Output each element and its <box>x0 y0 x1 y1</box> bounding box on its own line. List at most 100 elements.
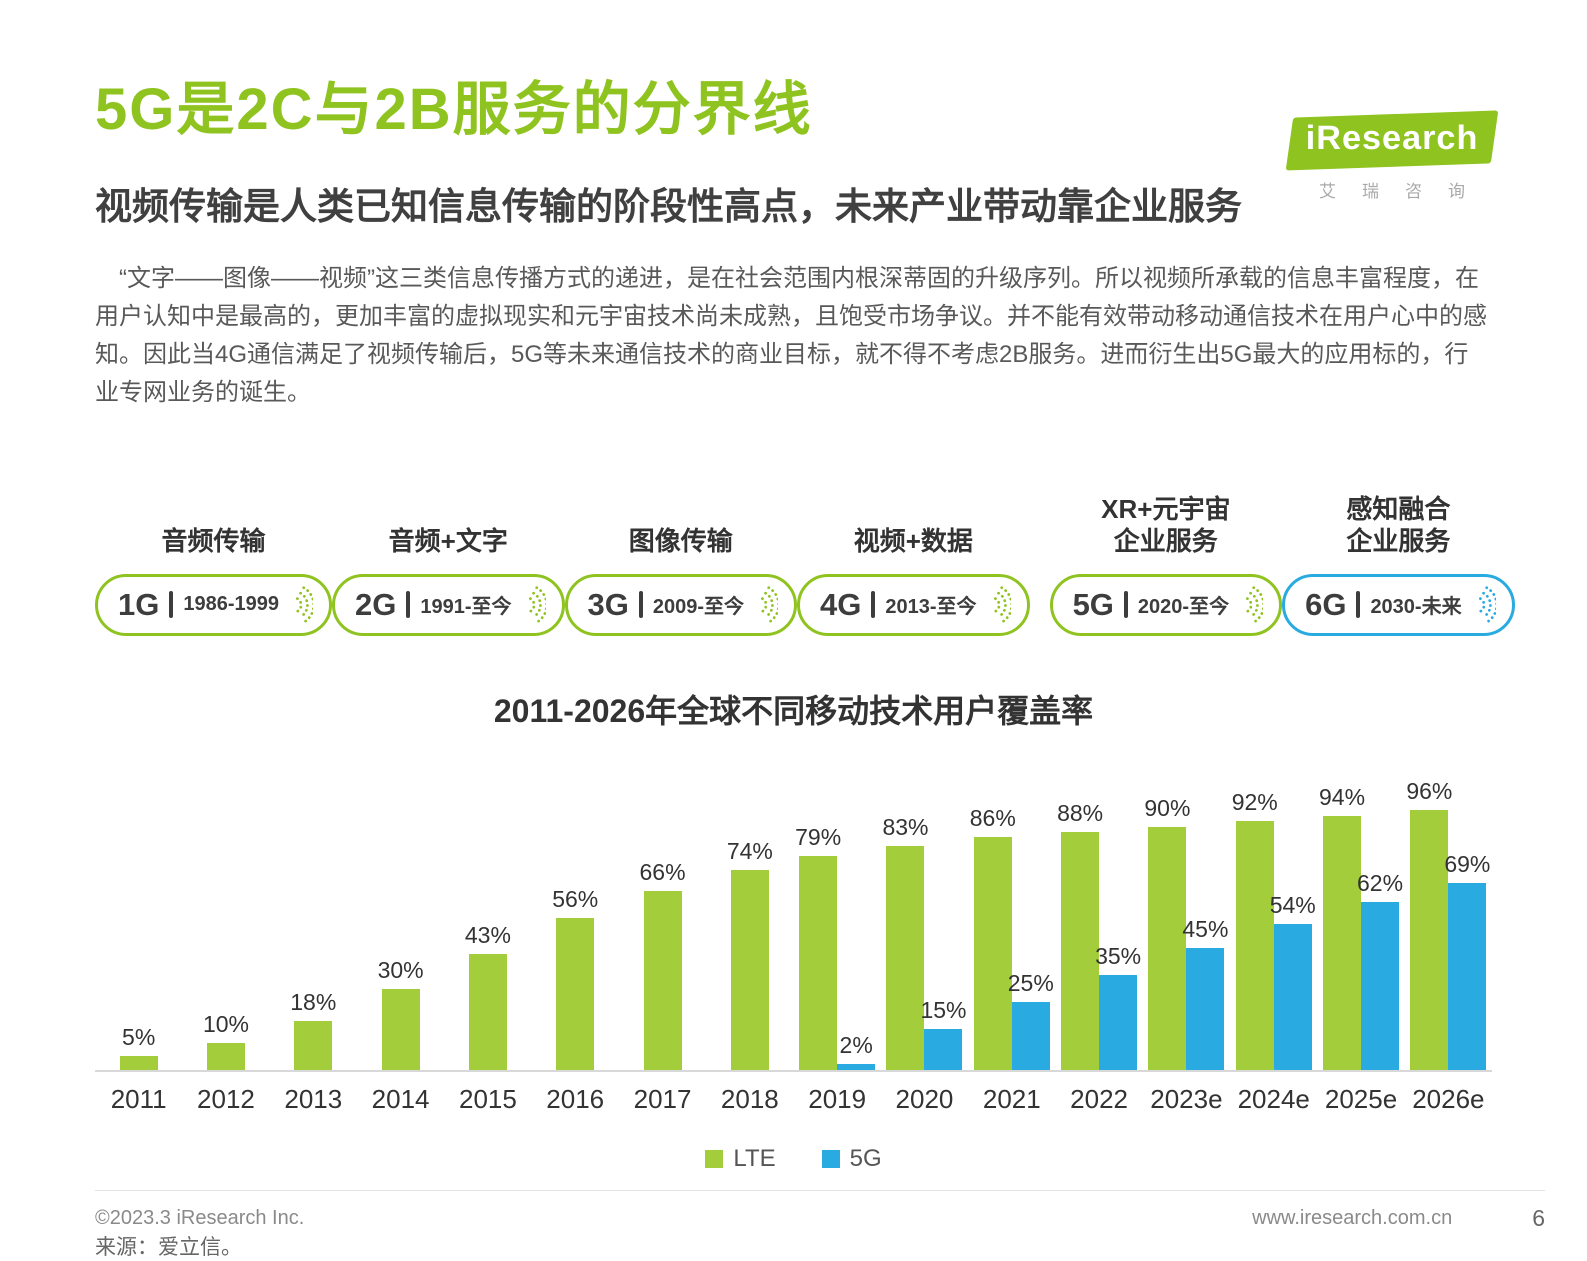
legend-label: LTE <box>733 1144 776 1172</box>
bar-5g <box>1186 948 1225 1070</box>
generation-name: 4G <box>820 586 862 622</box>
x-axis-label: 2020 <box>895 1083 954 1114</box>
bar-value-label: 5% <box>122 1024 156 1051</box>
generation-pill: 5G 2020-至今 <box>1049 573 1283 636</box>
bar-group: 66% <box>619 859 706 1070</box>
bar-lte <box>799 856 838 1070</box>
signal-waves-icon <box>761 585 779 624</box>
timeline-label: 视频+数据 <box>853 526 973 557</box>
x-axis-label: 2018 <box>720 1083 779 1114</box>
generation-pill: 2G 1991-至今 <box>332 573 565 636</box>
bar-value-label: 94% <box>1319 783 1366 810</box>
bar-column: 94% <box>1319 784 1365 1070</box>
bar-group: 86% 25% <box>968 805 1055 1070</box>
generation-period: 2020-至今 <box>1137 596 1230 619</box>
bar-column: 86% <box>970 805 1016 1070</box>
signal-waves-icon <box>1246 585 1264 624</box>
bar-lte <box>973 837 1012 1070</box>
generation-period: 2030-未来 <box>1370 596 1462 619</box>
bar-column: 25% <box>1008 970 1054 1070</box>
bar-value-label: 30% <box>377 956 424 983</box>
bar-5g <box>1099 975 1138 1070</box>
logo-chinese-text: 艾瑞咨询 <box>1319 182 1491 201</box>
website-url: www.iresearch.com.cn <box>1252 1207 1453 1229</box>
generation-name: 1G <box>118 586 160 622</box>
bar-value-label: 15% <box>920 997 967 1024</box>
timeline-item: 感知融合 企业服务 6G 2030-未来 <box>1282 493 1515 636</box>
bar-group: 94% 62% <box>1317 784 1404 1070</box>
body-paragraph: “文字——图像——视频”这三类信息传播方式的递进，是在社会范围内根深蒂固的升级序… <box>95 265 1487 406</box>
bar-value-label: 56% <box>552 886 599 913</box>
generation-pill: 4G 2013-至今 <box>797 573 1030 636</box>
coverage-bar-chart: 5% 10% 18% 30% 43% 56% 66% 74% 79% 2% 83% 15% 86% 25%… <box>95 760 1492 1173</box>
bar-value-label: 96% <box>1406 778 1453 805</box>
bar-5g <box>1273 923 1312 1070</box>
copyright-text: ©2023.3 iResearch Inc. <box>95 1207 305 1229</box>
signal-icon <box>1470 584 1496 626</box>
generation-period: 2009-至今 <box>652 596 745 619</box>
legend-item: LTE <box>705 1144 776 1173</box>
timeline-item: 图像传输 3G 2009-至今 <box>564 525 798 636</box>
generation-name: 5G <box>1072 586 1114 622</box>
bar-group: 10% <box>182 1011 269 1070</box>
bar-value-label: 35% <box>1095 943 1142 970</box>
bar-column: 92% <box>1232 789 1278 1070</box>
signal-icon <box>985 584 1011 626</box>
x-axis-label: 2023e <box>1150 1083 1223 1114</box>
bar-group: 30% <box>357 957 444 1070</box>
chart-plot-area: 5% 10% 18% 30% 43% 56% 66% 74% 79% 2% 83% 15% 86% 25%… <box>95 760 1492 1072</box>
bar-value-label: 66% <box>639 859 686 886</box>
signal-waves-icon <box>296 585 314 624</box>
x-axis-label: 2013 <box>284 1083 343 1114</box>
chart-title: 2011-2026年全球不同移动技术用户覆盖率 <box>493 692 1094 729</box>
bar-value-label: 2% <box>839 1032 873 1059</box>
x-axis-label: 2011 <box>110 1083 167 1114</box>
bar-column: 15% <box>920 997 967 1070</box>
bar-lte <box>119 1056 158 1070</box>
bar-column: 43% <box>465 922 511 1070</box>
page-subtitle: 视频传输是人类已知信息传输的阶段性高点，未来产业带动靠企业服务 <box>95 186 1242 227</box>
generation-pill: 3G 2009-至今 <box>564 573 798 636</box>
x-axis-label: 2016 <box>546 1083 605 1114</box>
bar-lte <box>206 1042 245 1070</box>
bar-column: 74% <box>727 838 773 1070</box>
x-axis-label: 2021 <box>982 1083 1041 1114</box>
bar-value-label: 92% <box>1231 789 1278 816</box>
chart-legend: LTE 5G <box>95 1145 1492 1173</box>
bar-column: 69% <box>1444 851 1490 1070</box>
bar-value-label: 74% <box>726 837 773 864</box>
bar-column: 10% <box>203 1011 249 1070</box>
page-number: 6 <box>1532 1205 1545 1231</box>
signal-icon <box>287 584 314 626</box>
signal-waves-icon <box>1478 585 1496 624</box>
bar-value-label: 83% <box>882 813 929 840</box>
bar-column: 62% <box>1357 870 1403 1070</box>
bar-column: 83% <box>882 814 929 1070</box>
bar-column: 45% <box>1182 916 1228 1070</box>
bar-value-label: 88% <box>1057 800 1104 827</box>
page-footer: ©2023.3 iResearch Inc. www.iresearch.com… <box>95 1190 1545 1232</box>
bar-group: 5% <box>95 1024 182 1070</box>
bar-lte <box>730 869 769 1070</box>
chart-x-axis: 2011 2012 2013 2014 2015 2016 2017 2018 2019 2020… <box>95 1084 1492 1115</box>
bar-lte <box>468 953 507 1070</box>
bar-lte <box>886 845 925 1070</box>
x-axis-label: 2019 <box>808 1083 867 1114</box>
bar-column: 30% <box>378 957 424 1070</box>
bar-group: 18% <box>270 989 357 1070</box>
bar-5g <box>1011 1002 1050 1070</box>
source-note: 来源：爱立信。 <box>95 1235 242 1259</box>
timeline-item: 视频+数据 4G 2013-至今 <box>797 525 1030 636</box>
legend-swatch <box>705 1149 724 1168</box>
bar-column: 56% <box>552 886 598 1070</box>
bar-group: 83% 15% <box>881 814 968 1070</box>
bar-column: 66% <box>640 859 686 1070</box>
bar-5g <box>837 1064 876 1070</box>
bar-value-label: 18% <box>290 989 337 1016</box>
bar-value-label: 54% <box>1269 891 1316 918</box>
timeline-item: 音频传输 1G 1986-1999 <box>95 525 333 636</box>
x-axis-label: 2015 <box>458 1083 517 1114</box>
signal-waves-icon <box>528 585 546 624</box>
x-axis-label: 2017 <box>633 1083 692 1114</box>
bar-group: 74% <box>706 838 793 1070</box>
